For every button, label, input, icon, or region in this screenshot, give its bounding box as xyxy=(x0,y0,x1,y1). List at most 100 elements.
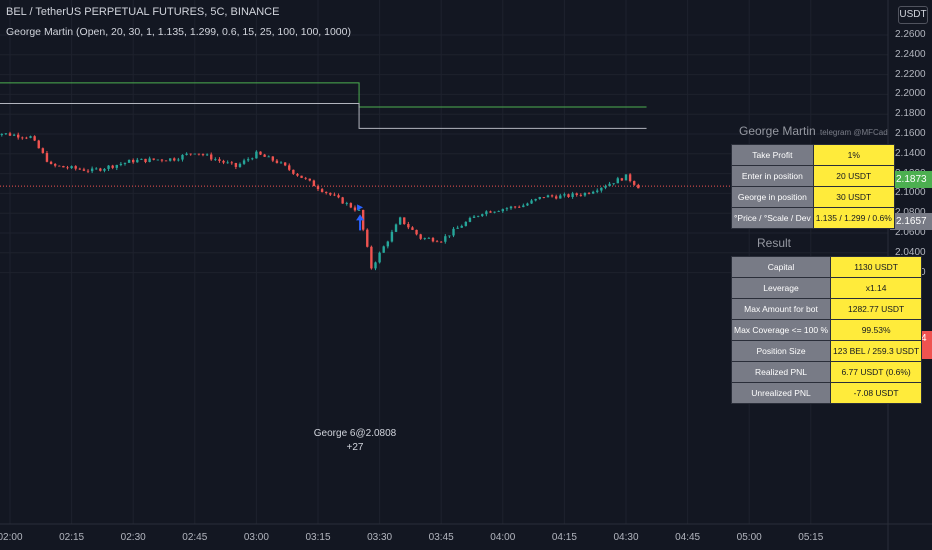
candle-up-body xyxy=(4,133,8,135)
candle-up-body xyxy=(279,162,283,164)
time-tick-label: 05:15 xyxy=(798,532,824,543)
candle-down-body xyxy=(489,211,492,213)
candle-up-body xyxy=(583,192,587,196)
candle-down-body xyxy=(637,184,640,189)
candle-down-body xyxy=(152,158,155,160)
candle-down-body xyxy=(99,168,102,171)
candle-down-body xyxy=(333,194,336,196)
price-tick-label: 2.2600 xyxy=(895,29,926,40)
candle-down-body xyxy=(164,160,168,162)
result-value: 1130 USDT xyxy=(830,256,923,278)
settings-value: 1.135 / 1.299 / 0.6% xyxy=(812,207,895,229)
candle-down-body xyxy=(403,217,406,225)
candle-up-body xyxy=(127,159,131,163)
candle-down-body xyxy=(8,133,12,136)
candle-down-body xyxy=(62,165,65,168)
candle-up-body xyxy=(501,209,504,212)
candle-down-body xyxy=(222,160,225,163)
candle-down-body xyxy=(37,140,40,149)
candle-down-body xyxy=(230,162,233,164)
time-tick-label: 03:30 xyxy=(367,532,393,543)
candle-up-body xyxy=(448,235,451,237)
candle-up-body xyxy=(497,211,500,212)
candle-up-body xyxy=(476,215,480,217)
take-profit-line xyxy=(0,82,647,108)
candle-up-body xyxy=(378,252,381,263)
price-tick-label: 2.1400 xyxy=(895,147,926,159)
candle-down-body xyxy=(300,175,303,178)
result-value: 99.53% xyxy=(830,319,923,341)
take-profit-price-badge: 2.1873 xyxy=(890,171,932,188)
candle-down-body xyxy=(411,227,414,230)
candle-down-body xyxy=(554,196,558,199)
candle-down-body xyxy=(341,197,344,204)
trade-marker-qty: +27 xyxy=(346,442,364,453)
candle-down-body xyxy=(329,192,332,195)
entry-price-badge: 2.1657 xyxy=(890,213,932,230)
time-tick-label: 04:45 xyxy=(675,532,701,543)
symbol-title[interactable]: BEL / TetherUS PERPETUAL FUTURES, 5C, BI… xyxy=(6,6,280,18)
trade-marker-arrow-head xyxy=(356,214,365,221)
candle-down-body xyxy=(271,156,275,161)
candle-down-body xyxy=(312,180,316,187)
candle-up-body xyxy=(140,158,143,160)
candle-up-body xyxy=(464,221,468,226)
candle-up-body xyxy=(251,158,254,160)
candle-up-body xyxy=(563,194,566,196)
candle-down-body xyxy=(17,134,20,138)
candle-down-body xyxy=(620,178,624,181)
candle-down-body xyxy=(283,162,287,166)
candle-down-body xyxy=(53,163,57,166)
candle-up-body xyxy=(571,193,574,197)
price-tick-label: 2.2200 xyxy=(895,68,926,80)
candle-up-body xyxy=(493,211,496,213)
candle-up-body xyxy=(546,195,550,198)
trade-marker-label: George 6@2.0808 xyxy=(313,428,397,439)
time-tick-label: 04:15 xyxy=(551,532,577,543)
candle-up-body xyxy=(600,187,603,191)
candle-up-body xyxy=(530,200,533,204)
candle-down-body xyxy=(308,178,311,181)
candle-down-body xyxy=(58,165,61,167)
result-row: Max Coverage <= 100 % 99.53% xyxy=(730,319,923,341)
candle-up-body xyxy=(267,156,270,158)
candle-down-body xyxy=(579,194,583,196)
candle-down-body xyxy=(45,152,49,162)
candle-down-body xyxy=(435,241,439,243)
candle-up-body xyxy=(123,162,127,164)
candle-down-body xyxy=(275,160,279,163)
result-row: Position Size 123 BEL / 259.3 USDT xyxy=(730,340,923,362)
currency-button[interactable]: USDT xyxy=(898,6,928,24)
candle-up-body xyxy=(103,168,106,171)
candle-down-body xyxy=(349,203,353,208)
candle-up-body xyxy=(185,153,188,155)
candle-up-body xyxy=(468,217,472,222)
indicator-legend[interactable]: George Martin (Open, 20, 30, 1, 1.135, 1… xyxy=(6,26,351,38)
candle-down-body xyxy=(296,173,299,176)
price-tick-label: 2.1600 xyxy=(895,128,926,139)
candle-up-body xyxy=(95,168,98,170)
candle-up-body xyxy=(394,224,398,232)
candle-up-body xyxy=(90,168,94,172)
result-label: Max Coverage <= 100 % xyxy=(730,319,832,341)
settings-panel-title: George Martin xyxy=(739,124,816,138)
candle-down-body xyxy=(144,158,147,162)
candle-up-body xyxy=(242,160,246,164)
candle-up-body xyxy=(12,134,16,136)
candle-down-body xyxy=(259,151,262,155)
candle-up-body xyxy=(526,203,529,206)
candle-down-body xyxy=(407,224,410,228)
candle-up-body xyxy=(238,163,242,167)
candle-up-body xyxy=(0,133,3,135)
candle-down-body xyxy=(567,194,570,197)
result-row: Leverage x1.14 xyxy=(730,277,923,299)
candle-down-body xyxy=(132,159,135,163)
candle-up-body xyxy=(193,153,196,155)
candle-down-body xyxy=(21,137,24,139)
candle-down-body xyxy=(66,167,69,169)
candle-up-body xyxy=(608,183,611,187)
candle-down-body xyxy=(550,195,554,197)
result-row: Capital 1130 USDT xyxy=(730,256,923,278)
